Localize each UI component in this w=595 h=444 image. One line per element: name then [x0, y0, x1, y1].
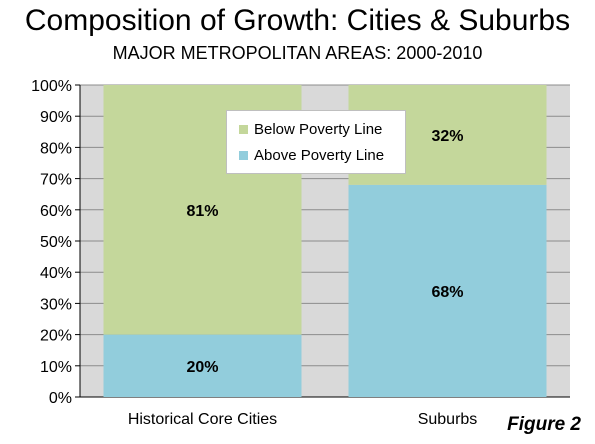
legend-swatch-above: [239, 151, 248, 160]
legend-swatch-below: [239, 125, 248, 134]
legend-label-below: Below Poverty Line: [254, 121, 383, 138]
legend-item-above-poverty: Above Poverty Line: [239, 147, 384, 164]
y-tick-label-50: 50%: [40, 234, 72, 251]
y-tick-label-30: 30%: [40, 296, 72, 313]
chart-subtitle: MAJOR METROPOLITAN AREAS: 2000-2010: [112, 43, 483, 63]
y-tick-label-80: 80%: [40, 140, 72, 157]
chart-title: Composition of Growth: Cities & Suburbs: [24, 4, 571, 37]
legend-item-below-poverty: Below Poverty Line: [239, 121, 382, 138]
y-tick-label-90: 90%: [40, 109, 72, 126]
data-label-above-0: 20%: [186, 359, 218, 376]
y-tick-label-40: 40%: [40, 265, 72, 282]
data-label-above-1: 68%: [431, 284, 463, 301]
y-tick-label-0: 0%: [49, 390, 72, 407]
y-tick-label-10: 10%: [40, 359, 72, 376]
legend-label-above: Above Poverty Line: [254, 147, 385, 164]
data-label-below-0: 81%: [186, 203, 218, 220]
figure-label: Figure 2: [507, 414, 581, 435]
y-tick-label-70: 70%: [40, 172, 72, 189]
y-tick-label-20: 20%: [40, 328, 72, 345]
x-tick-label-0: Historical Core Cities: [128, 411, 277, 428]
data-label-below-1: 32%: [431, 128, 463, 145]
bar-above-0: [103, 334, 302, 397]
bar-above-1: [348, 184, 547, 397]
x-tick-label-1: Suburbs: [418, 411, 478, 428]
y-tick-label-100: 100%: [31, 78, 72, 95]
y-tick-label-60: 60%: [40, 203, 72, 220]
chart-legend: Below Poverty Line Above Poverty Line: [226, 110, 406, 174]
